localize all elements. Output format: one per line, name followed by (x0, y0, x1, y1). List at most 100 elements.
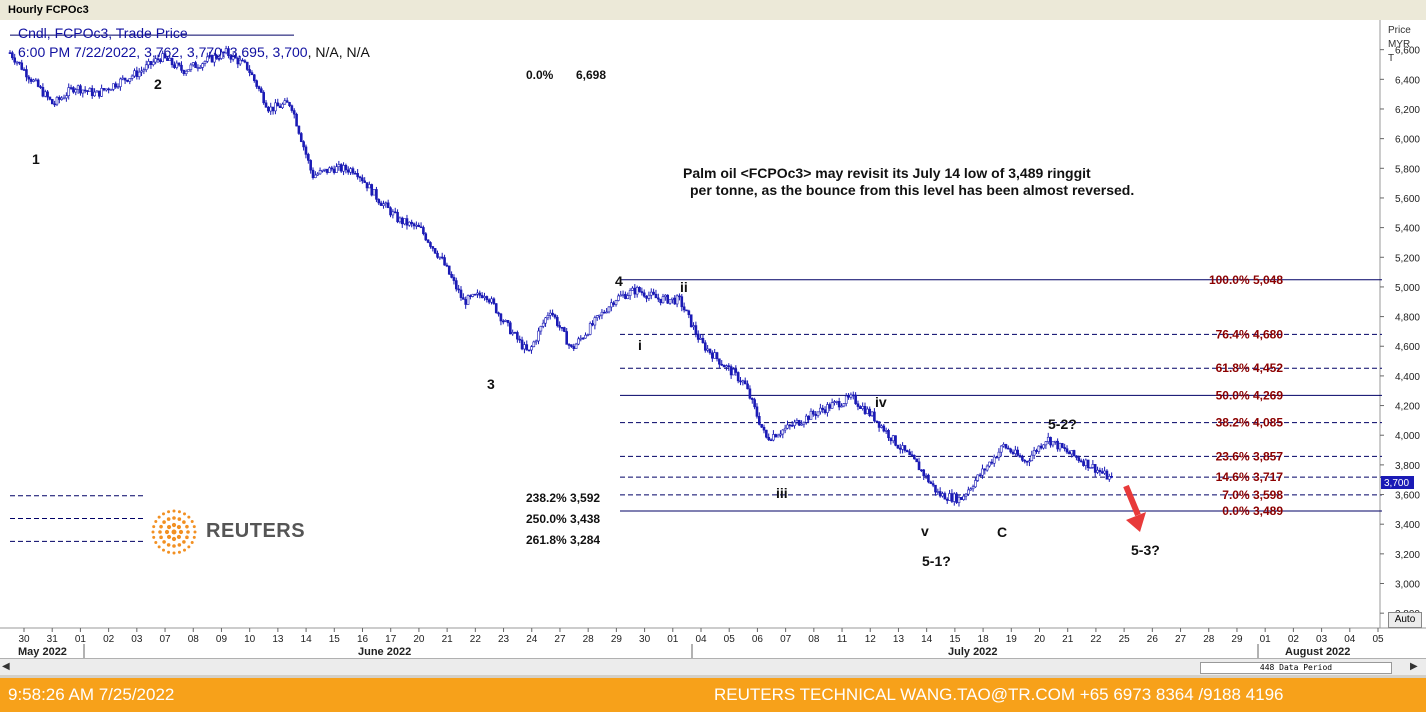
candle-body (18, 61, 21, 64)
scroll-thumb[interactable]: 448 Data Period (1200, 662, 1392, 674)
candle-body (128, 78, 132, 82)
x-tick-label: 17 (385, 634, 397, 645)
candle-body (1093, 464, 1097, 473)
red-arrow-icon (1123, 484, 1146, 532)
candle-body (840, 405, 843, 408)
candle-body (379, 202, 383, 206)
x-tick-label: 21 (442, 634, 454, 645)
candle-body (363, 180, 366, 183)
chart-header-line2: 6:00 PM 7/22/2022, 3,762, 3,770, 3,695, … (18, 44, 370, 60)
y-tick-label: 5,000 (1395, 283, 1420, 294)
candle-body (765, 429, 768, 438)
candle-body (358, 176, 362, 179)
candle-body (501, 320, 505, 323)
candle-body (170, 57, 174, 66)
logo-dot (159, 535, 163, 540)
candle-body (988, 461, 991, 467)
x-tick-label: 07 (780, 634, 792, 645)
candle-body (22, 69, 26, 71)
candle-body (408, 221, 411, 226)
candle-body (518, 338, 522, 341)
candle-body (281, 103, 284, 108)
candle-body (147, 61, 150, 66)
x-tick-label: 28 (583, 634, 595, 645)
footer-contact: REUTERS TECHNICAL WANG.TAO@TR.COM +65 69… (714, 685, 1284, 704)
candle-body (220, 51, 223, 59)
candle-body (447, 265, 451, 275)
candle-body (457, 288, 460, 291)
candle-body (769, 439, 773, 442)
y-tick-label: 6,600 (1395, 46, 1420, 57)
window-titlebar: Hourly FCPOc3 (0, 0, 1426, 21)
candle-body (873, 411, 876, 422)
wave-label: i (638, 337, 642, 353)
candle-body (163, 53, 167, 59)
candle-body (278, 105, 282, 108)
auto-scale-button[interactable]: Auto (1388, 612, 1422, 628)
logo-dot (157, 545, 161, 549)
candle-body (65, 95, 68, 99)
candle-body (201, 63, 204, 68)
candle-body (419, 226, 423, 229)
candle-body (687, 310, 691, 316)
candle-body (950, 493, 954, 502)
candle-body (736, 372, 740, 382)
candle-body (307, 154, 310, 161)
candle-body (898, 447, 902, 450)
candle-body (144, 64, 148, 71)
candle-body (1021, 456, 1024, 461)
y-tick-label: 6,200 (1395, 105, 1420, 116)
candle-body (905, 450, 909, 453)
logo-dot (166, 517, 171, 521)
time-scrollbar[interactable]: ◀ 448 Data Period ▶ (0, 658, 1426, 675)
candle-body (628, 290, 632, 296)
candle-body (90, 88, 94, 97)
scroll-left-icon[interactable]: ◀ (2, 661, 10, 672)
wave-label: v (921, 523, 929, 539)
candle-body (638, 287, 641, 292)
candle-body (915, 458, 918, 463)
logo-dot (162, 520, 166, 524)
x-tick-label: 12 (865, 634, 877, 645)
candle-body (224, 48, 228, 54)
candle-body (29, 78, 33, 82)
y-tick-label: 5,600 (1395, 194, 1420, 205)
candle-body (621, 293, 625, 296)
candle-body (570, 344, 573, 347)
candle-body (560, 326, 564, 329)
candle-body (440, 256, 444, 259)
candle-body (682, 306, 686, 311)
candle-body (732, 368, 735, 376)
candle-body (497, 312, 500, 315)
candle-body (511, 332, 514, 335)
candle-body (786, 424, 789, 429)
candle-body (741, 380, 745, 383)
candle-body (967, 489, 970, 495)
candle-body (471, 293, 475, 297)
logo-dot (186, 530, 190, 534)
candle-body (398, 217, 402, 223)
scroll-right-icon[interactable]: ▶ (1410, 661, 1418, 672)
candle-body (565, 331, 568, 345)
candle-body (382, 203, 385, 206)
candle-body (1016, 449, 1019, 456)
candle-body (652, 291, 655, 295)
candle-body (1056, 440, 1059, 450)
candle-body (783, 427, 787, 431)
logo-dot (185, 535, 189, 540)
candle-body (231, 55, 235, 60)
x-tick-label: 22 (1090, 634, 1102, 645)
candle-body (981, 468, 984, 476)
x-tick-label: 23 (498, 634, 510, 645)
candle-body (11, 52, 14, 59)
wave-label: 4 (615, 273, 623, 289)
candle-body (1084, 459, 1088, 466)
candle-body (960, 496, 963, 500)
x-tick-label: 06 (752, 634, 764, 645)
x-tick-label: 08 (808, 634, 820, 645)
candle-body (60, 97, 63, 100)
candle-body (276, 102, 280, 107)
candle-body (896, 445, 900, 449)
candle-body (539, 326, 543, 332)
candle-body (588, 323, 592, 335)
